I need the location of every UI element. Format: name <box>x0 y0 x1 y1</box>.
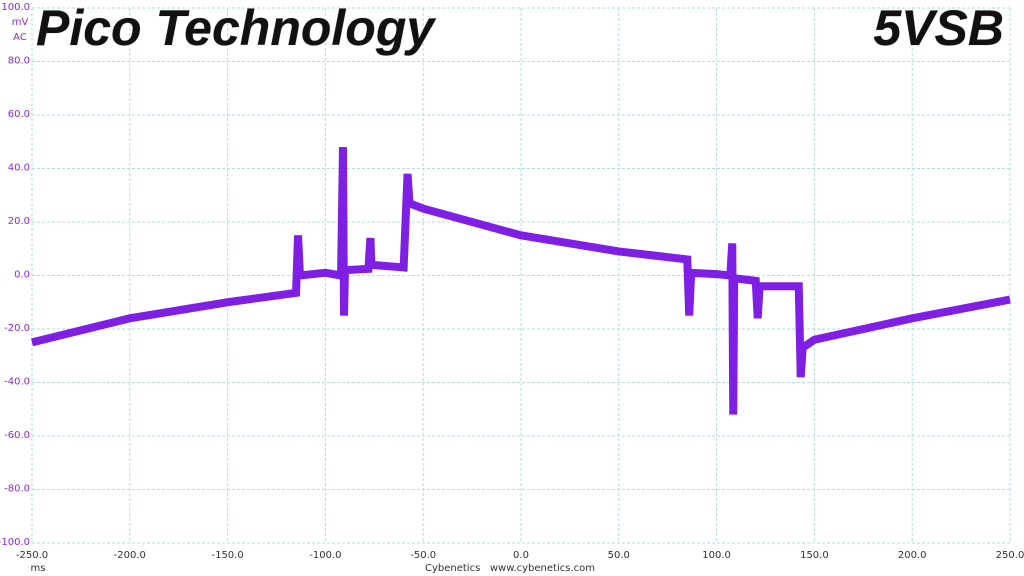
y-tick-label: -60.0 <box>4 430 30 441</box>
y-tick-label: 0.0 <box>14 270 30 281</box>
y-tick-label: -100.0 <box>0 537 30 548</box>
x-tick-label: -200.0 <box>114 550 146 561</box>
x-tick-label: -150.0 <box>211 550 243 561</box>
x-tick-label: -250.0 <box>16 550 48 561</box>
x-tick-label: 100.0 <box>702 550 731 561</box>
y-tick-label: 20.0 <box>8 216 30 227</box>
signal-trace <box>31 147 1011 415</box>
x-unit: ms <box>31 563 46 574</box>
y-tick-label: -20.0 <box>4 323 30 334</box>
x-tick-label: 200.0 <box>898 550 927 561</box>
y-tick-label: 60.0 <box>8 109 30 120</box>
chart-title: Pico Technology <box>36 0 436 56</box>
y-coupling: AC <box>13 32 27 43</box>
chart-subtitle: 5VSB <box>873 0 1004 56</box>
y-tick-label: 40.0 <box>8 163 30 174</box>
x-tick-label: 250.0 <box>996 550 1024 561</box>
y-tick-label: -80.0 <box>4 484 30 495</box>
x-tick-label: -50.0 <box>410 550 436 561</box>
x-tick-label: 150.0 <box>800 550 829 561</box>
y-tick-label: 100.0 <box>1 2 30 13</box>
x-tick-label: 50.0 <box>608 550 630 561</box>
x-tick-label: 0.0 <box>513 550 529 561</box>
x-tick-label: -100.0 <box>309 550 341 561</box>
footer: Cybenetics www.cybenetics.com <box>425 563 595 574</box>
y-tick-label: 80.0 <box>8 56 30 67</box>
y-tick-label: -40.0 <box>4 377 30 388</box>
y-unit: mV <box>12 17 29 28</box>
